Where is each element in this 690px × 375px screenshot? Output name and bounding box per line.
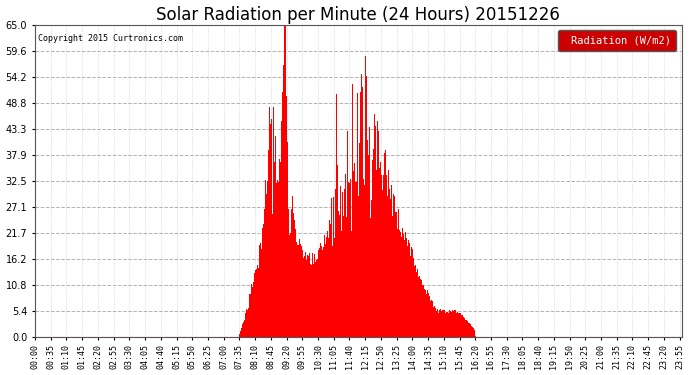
Title: Solar Radiation per Minute (24 Hours) 20151226: Solar Radiation per Minute (24 Hours) 20… bbox=[156, 6, 560, 24]
Text: Copyright 2015 Curtronics.com: Copyright 2015 Curtronics.com bbox=[38, 34, 183, 44]
Legend: Radiation (W/m2): Radiation (W/m2) bbox=[558, 30, 676, 51]
